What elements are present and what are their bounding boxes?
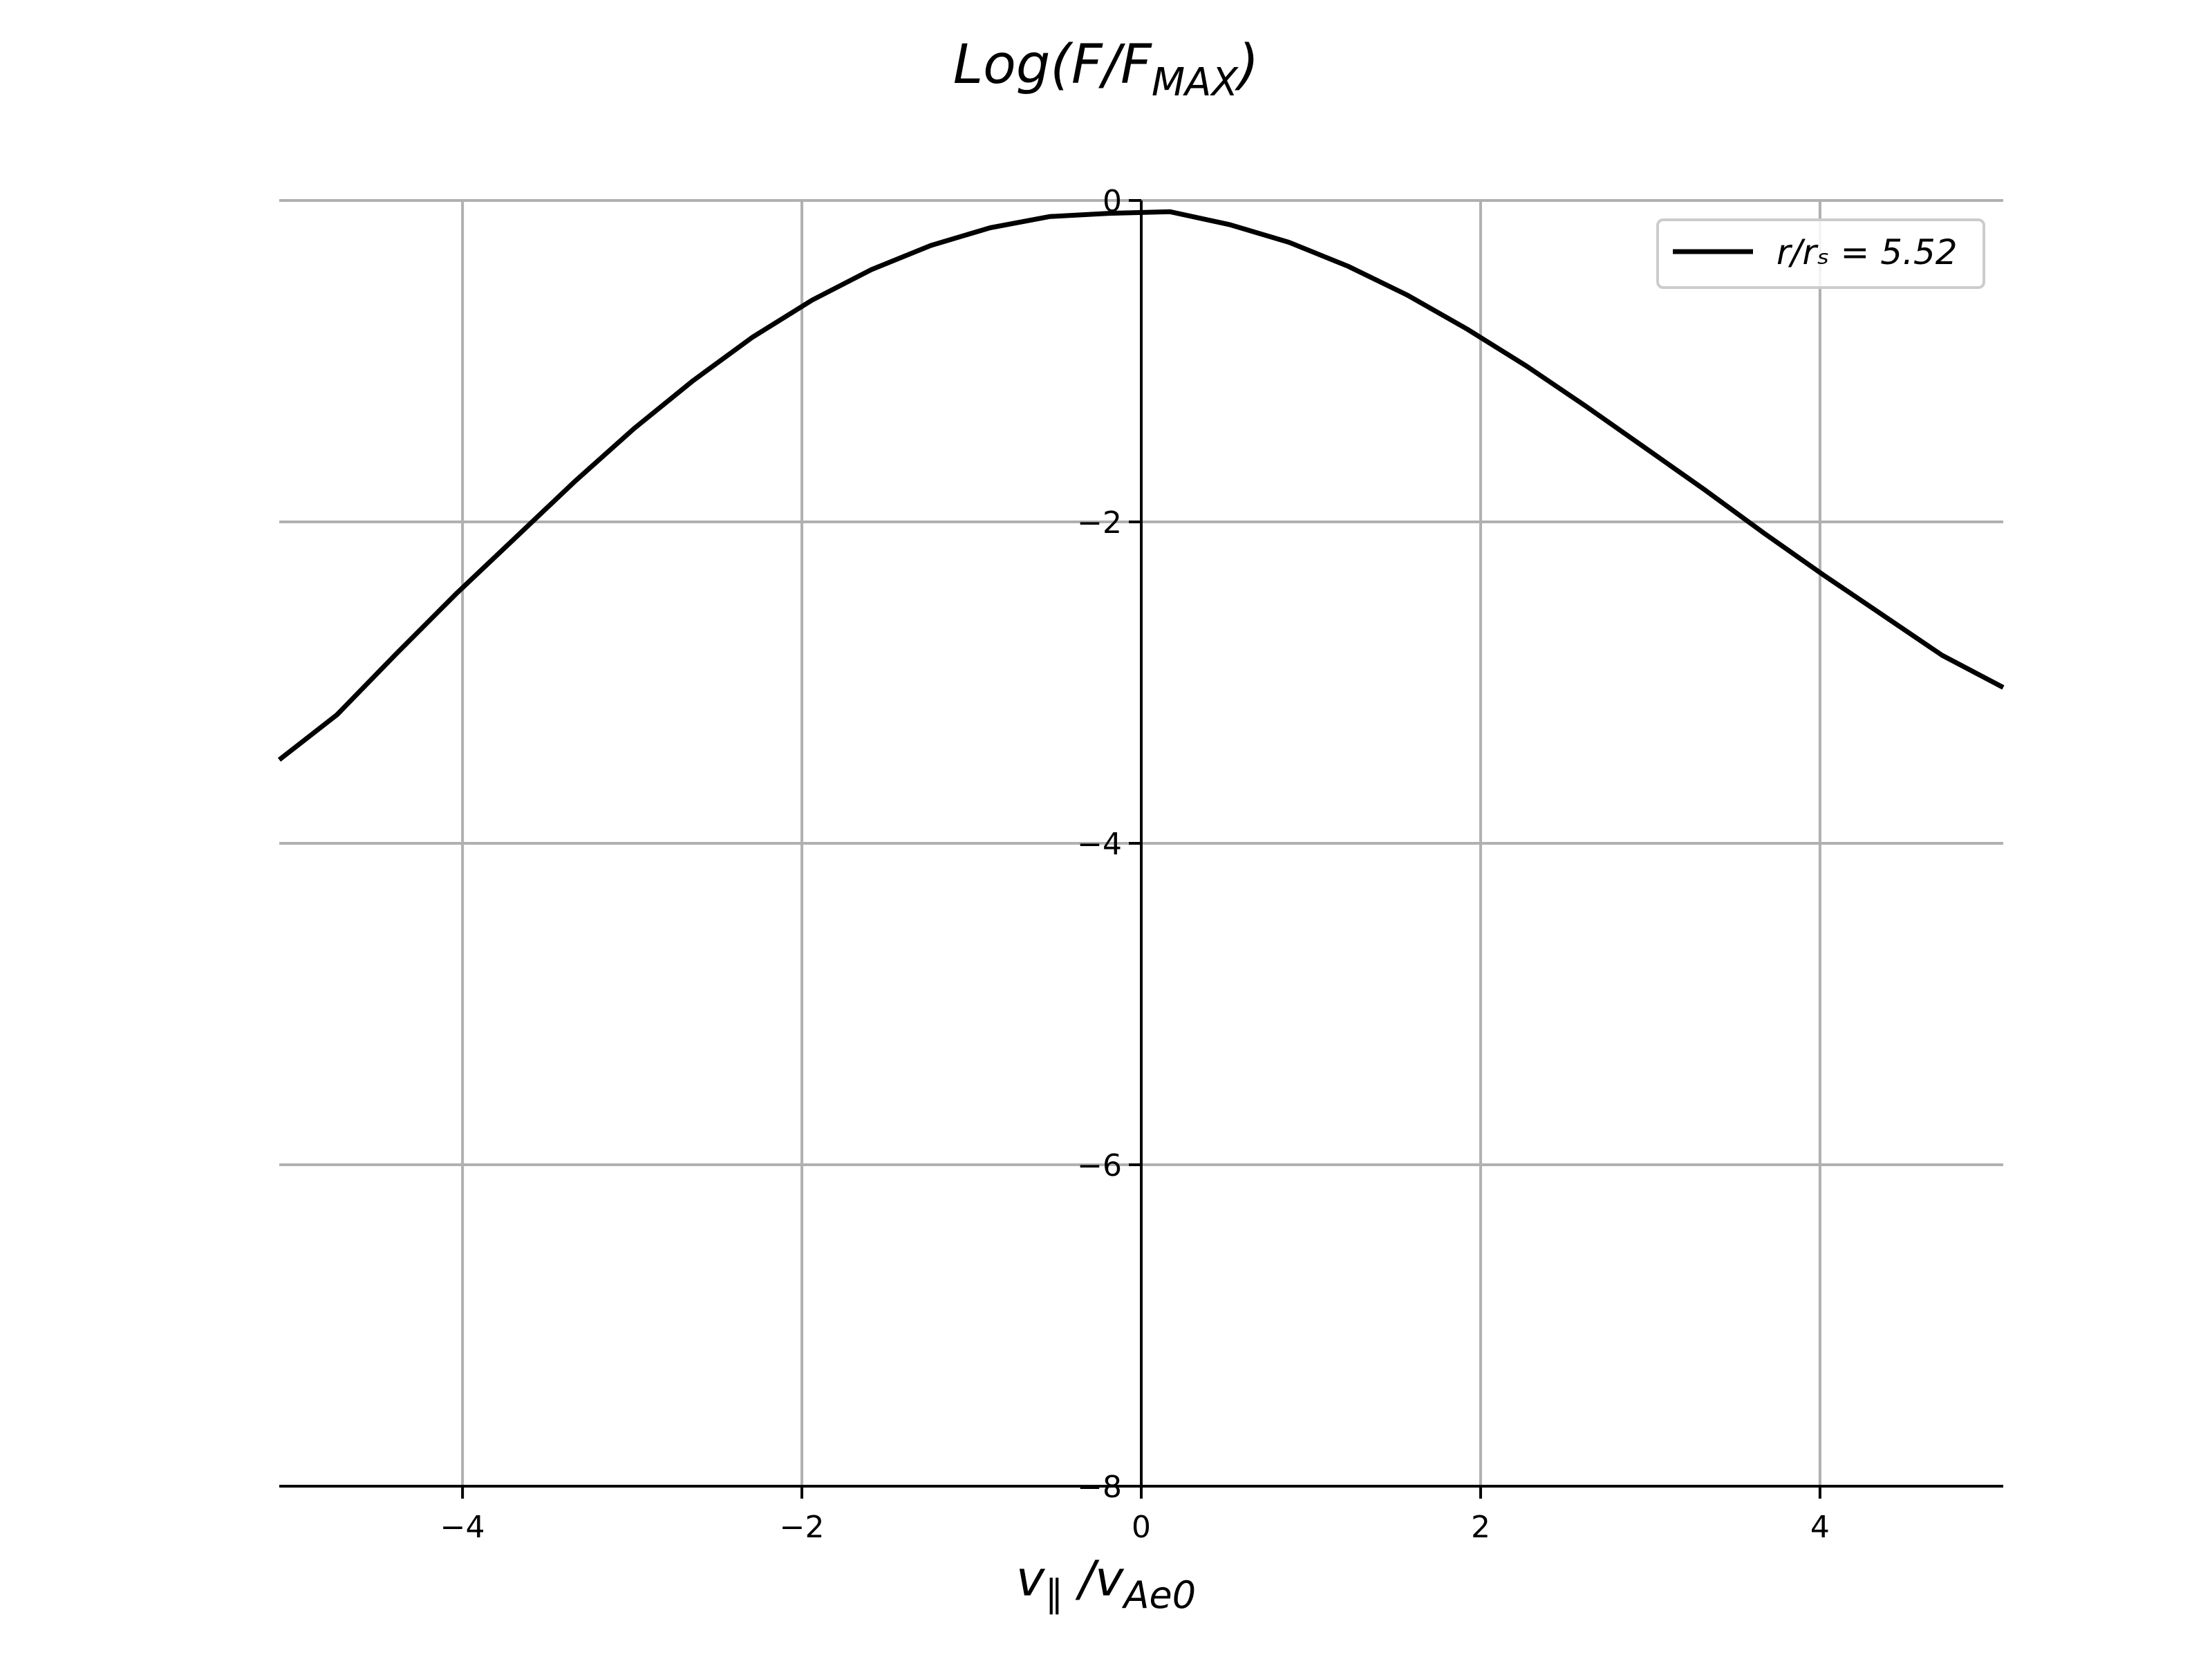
legend: r/rₛ = 5.52	[1656, 218, 1985, 289]
x-tick-label: −4	[440, 1510, 485, 1545]
y-tick-label: −8	[1077, 1470, 1122, 1505]
y-tick-label: −6	[1077, 1148, 1122, 1183]
legend-label: r/rₛ = 5.52	[1777, 232, 1958, 272]
chart-title: Log(F/FMAX)	[953, 34, 1259, 105]
legend-box	[1656, 218, 1985, 289]
series-line	[277, 209, 2005, 762]
ticks: −4 −2 0 2 40−2−4−6−8	[440, 184, 1830, 1545]
series-layer	[277, 209, 2005, 762]
x-tick-label: 0	[1132, 1510, 1151, 1545]
x-axis-label: v∥ /vAe0	[1016, 1550, 1196, 1617]
x-tick-label: 2	[1471, 1510, 1490, 1545]
x-tick-label: −2	[780, 1510, 825, 1545]
y-tick-label: −2	[1077, 505, 1122, 541]
x-tick-label: 4	[1810, 1510, 1830, 1545]
y-tick-label: −4	[1077, 827, 1122, 862]
